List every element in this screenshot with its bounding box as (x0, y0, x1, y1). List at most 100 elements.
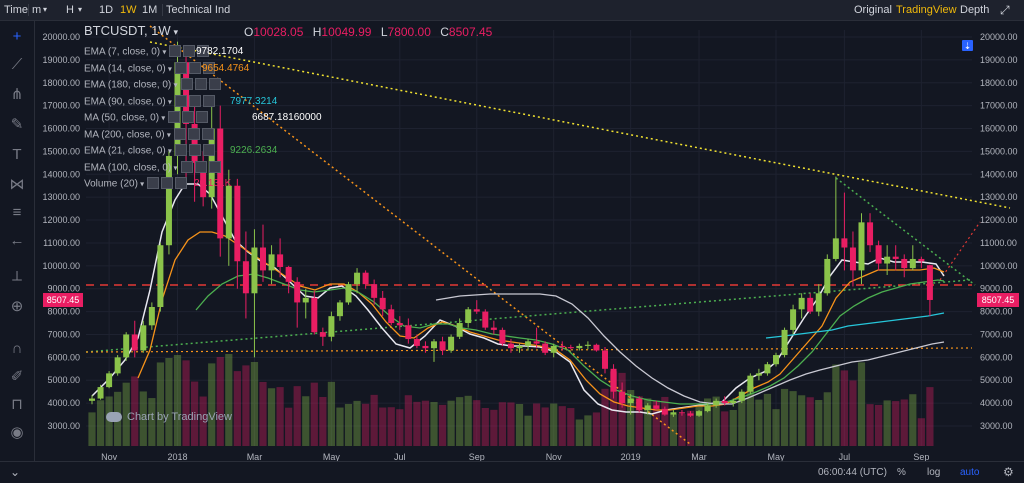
brush-icon[interactable]: ✎ (10, 116, 24, 133)
auto-scale-button[interactable]: auto (960, 467, 980, 478)
close-icon[interactable] (201, 127, 214, 140)
lock-drawing-icon[interactable]: ✐ (10, 368, 24, 385)
volume-bar (584, 415, 592, 446)
indicator-row[interactable]: Volume (20) ▾ 20.131K (84, 177, 231, 191)
ruler-icon[interactable]: ⟂ (11, 268, 22, 285)
eye-toggle-icon[interactable] (174, 94, 187, 107)
close-icon[interactable] (175, 177, 188, 190)
price-tick-label-right: 18000.00 (980, 78, 1018, 88)
settings-icon[interactable] (187, 127, 200, 140)
volume-bar (199, 396, 207, 446)
chevron-down-icon[interactable]: ▾ (160, 47, 167, 57)
chevron-down-icon[interactable]: ▾ (165, 146, 172, 156)
eye-toggle-icon[interactable] (180, 160, 193, 173)
eye-toggle-icon[interactable] (169, 45, 182, 58)
indicator-row[interactable]: EMA (90, close, 0) ▾ 7977.3214 (84, 94, 277, 109)
candle-body (576, 345, 583, 349)
candle-body (260, 247, 266, 271)
download-icon[interactable]: ⇣ (962, 40, 973, 51)
eye-toggle-icon[interactable] (147, 177, 160, 190)
candle-body (439, 341, 446, 351)
eye-icon[interactable]: ◉ (10, 424, 24, 441)
trendline-icon[interactable]: ⟋ (11, 56, 23, 73)
candle-body (790, 309, 797, 330)
fullscreen-icon[interactable]: ⤢ (1000, 3, 1010, 17)
gear-icon[interactable]: ⚙ (1003, 465, 1014, 479)
chevron-down-icon[interactable]: ▾ (137, 179, 145, 189)
symbol-title[interactable]: BTCUSDT, 1W (84, 23, 171, 38)
chevron-down-icon[interactable]: ▾ (78, 5, 83, 14)
volume-bar (832, 364, 840, 446)
magnet-icon[interactable]: ∩ (11, 340, 23, 357)
zoom-icon[interactable]: ⊕ (10, 298, 24, 315)
view-depth-button[interactable]: Depth (960, 4, 990, 16)
close-icon[interactable] (202, 94, 215, 107)
candle-body (319, 332, 326, 337)
crosshair-icon[interactable]: + (12, 28, 22, 45)
interval-hour-button[interactable]: H (66, 4, 74, 16)
eye-toggle-icon[interactable] (174, 61, 187, 74)
arrow-left-icon[interactable]: ← (9, 232, 25, 249)
pattern-icon[interactable]: ⋈ (9, 176, 25, 193)
volume-bar (96, 400, 105, 446)
interval-1w-button[interactable]: 1W (120, 4, 137, 16)
settings-icon[interactable] (161, 177, 174, 190)
view-original-button[interactable]: Original (854, 4, 892, 16)
view-tradingview-button[interactable]: TradingView (896, 4, 957, 16)
indicator-row[interactable]: EMA (14, close, 0) ▾ 9654.4764 (84, 61, 249, 76)
price-tick-label-left: 20000.00 (42, 32, 80, 42)
indicator-row[interactable]: MA (200, close, 0) ▾ (84, 127, 216, 142)
interval-1d-button[interactable]: 1D (99, 4, 114, 16)
settings-icon[interactable] (188, 61, 201, 74)
interval-minute-button[interactable]: m (32, 4, 42, 16)
indicator-row[interactable]: EMA (100, close, 0) ▾ (84, 160, 223, 175)
lock-icon[interactable]: ⊓ (11, 396, 23, 413)
technical-indicators-button[interactable]: Technical Ind (166, 4, 231, 16)
chevron-down-icon[interactable]: ▾ (159, 113, 166, 123)
ohlc-high: 10049.99 (321, 25, 372, 39)
close-icon[interactable] (208, 78, 221, 91)
close-icon[interactable] (197, 45, 210, 58)
candle-body (721, 400, 728, 404)
log-scale-button[interactable]: log (927, 467, 941, 478)
candle-body (277, 254, 284, 267)
interval-1m-button[interactable]: 1M (142, 4, 158, 16)
chevron-down-icon[interactable]: ▾ (43, 5, 48, 14)
indicator-row[interactable]: EMA (7, close, 0) ▾ 9782.1704 (84, 45, 243, 59)
chevron-down-icon[interactable]: ▾ (165, 64, 172, 74)
settings-icon[interactable] (194, 160, 207, 173)
text-icon[interactable]: T (12, 146, 22, 163)
indicator-row[interactable]: EMA (21, close, 0) ▾ 9226.2634 (84, 144, 277, 158)
settings-icon[interactable] (188, 94, 201, 107)
time-tick-label: Sep (913, 452, 929, 462)
close-icon[interactable] (196, 111, 209, 124)
chevron-down-icon[interactable]: ▾ (171, 80, 178, 90)
close-icon[interactable] (202, 144, 215, 157)
time-button[interactable]: Time (4, 4, 29, 16)
settings-icon[interactable] (182, 111, 195, 124)
settings-icon[interactable] (194, 78, 207, 91)
volume-bar (285, 407, 293, 446)
eye-toggle-icon[interactable] (180, 78, 193, 91)
candle-body (533, 341, 540, 344)
fib-icon[interactable]: ≡ (12, 204, 22, 221)
indicator-row[interactable]: EMA (180, close, 0) ▾ (84, 78, 223, 92)
chevron-down-icon[interactable]: ▾ (165, 97, 172, 107)
close-icon[interactable] (208, 160, 221, 173)
chevron-down-icon[interactable]: ▾ (173, 27, 178, 37)
settings-icon[interactable] (183, 45, 196, 58)
close-icon[interactable] (202, 61, 215, 74)
percent-scale-button[interactable]: % (897, 467, 906, 478)
pitchfork-icon[interactable]: ⋔ (10, 86, 24, 103)
tradingview-watermark[interactable]: Chart by TradingView (106, 411, 232, 423)
settings-icon[interactable] (188, 144, 201, 157)
eye-toggle-icon[interactable] (173, 127, 186, 140)
chevron-down-icon[interactable]: ▾ (164, 130, 171, 140)
indicator-row[interactable]: MA (50, close, 0) ▾ 6687.18160000 (84, 111, 322, 125)
chevron-down-icon[interactable]: ▾ (171, 163, 178, 173)
eye-toggle-icon[interactable] (174, 144, 187, 157)
chevron-down-icon[interactable]: ⌄ (10, 465, 21, 479)
eye-toggle-icon[interactable] (168, 111, 181, 124)
volume-bar (319, 396, 327, 446)
